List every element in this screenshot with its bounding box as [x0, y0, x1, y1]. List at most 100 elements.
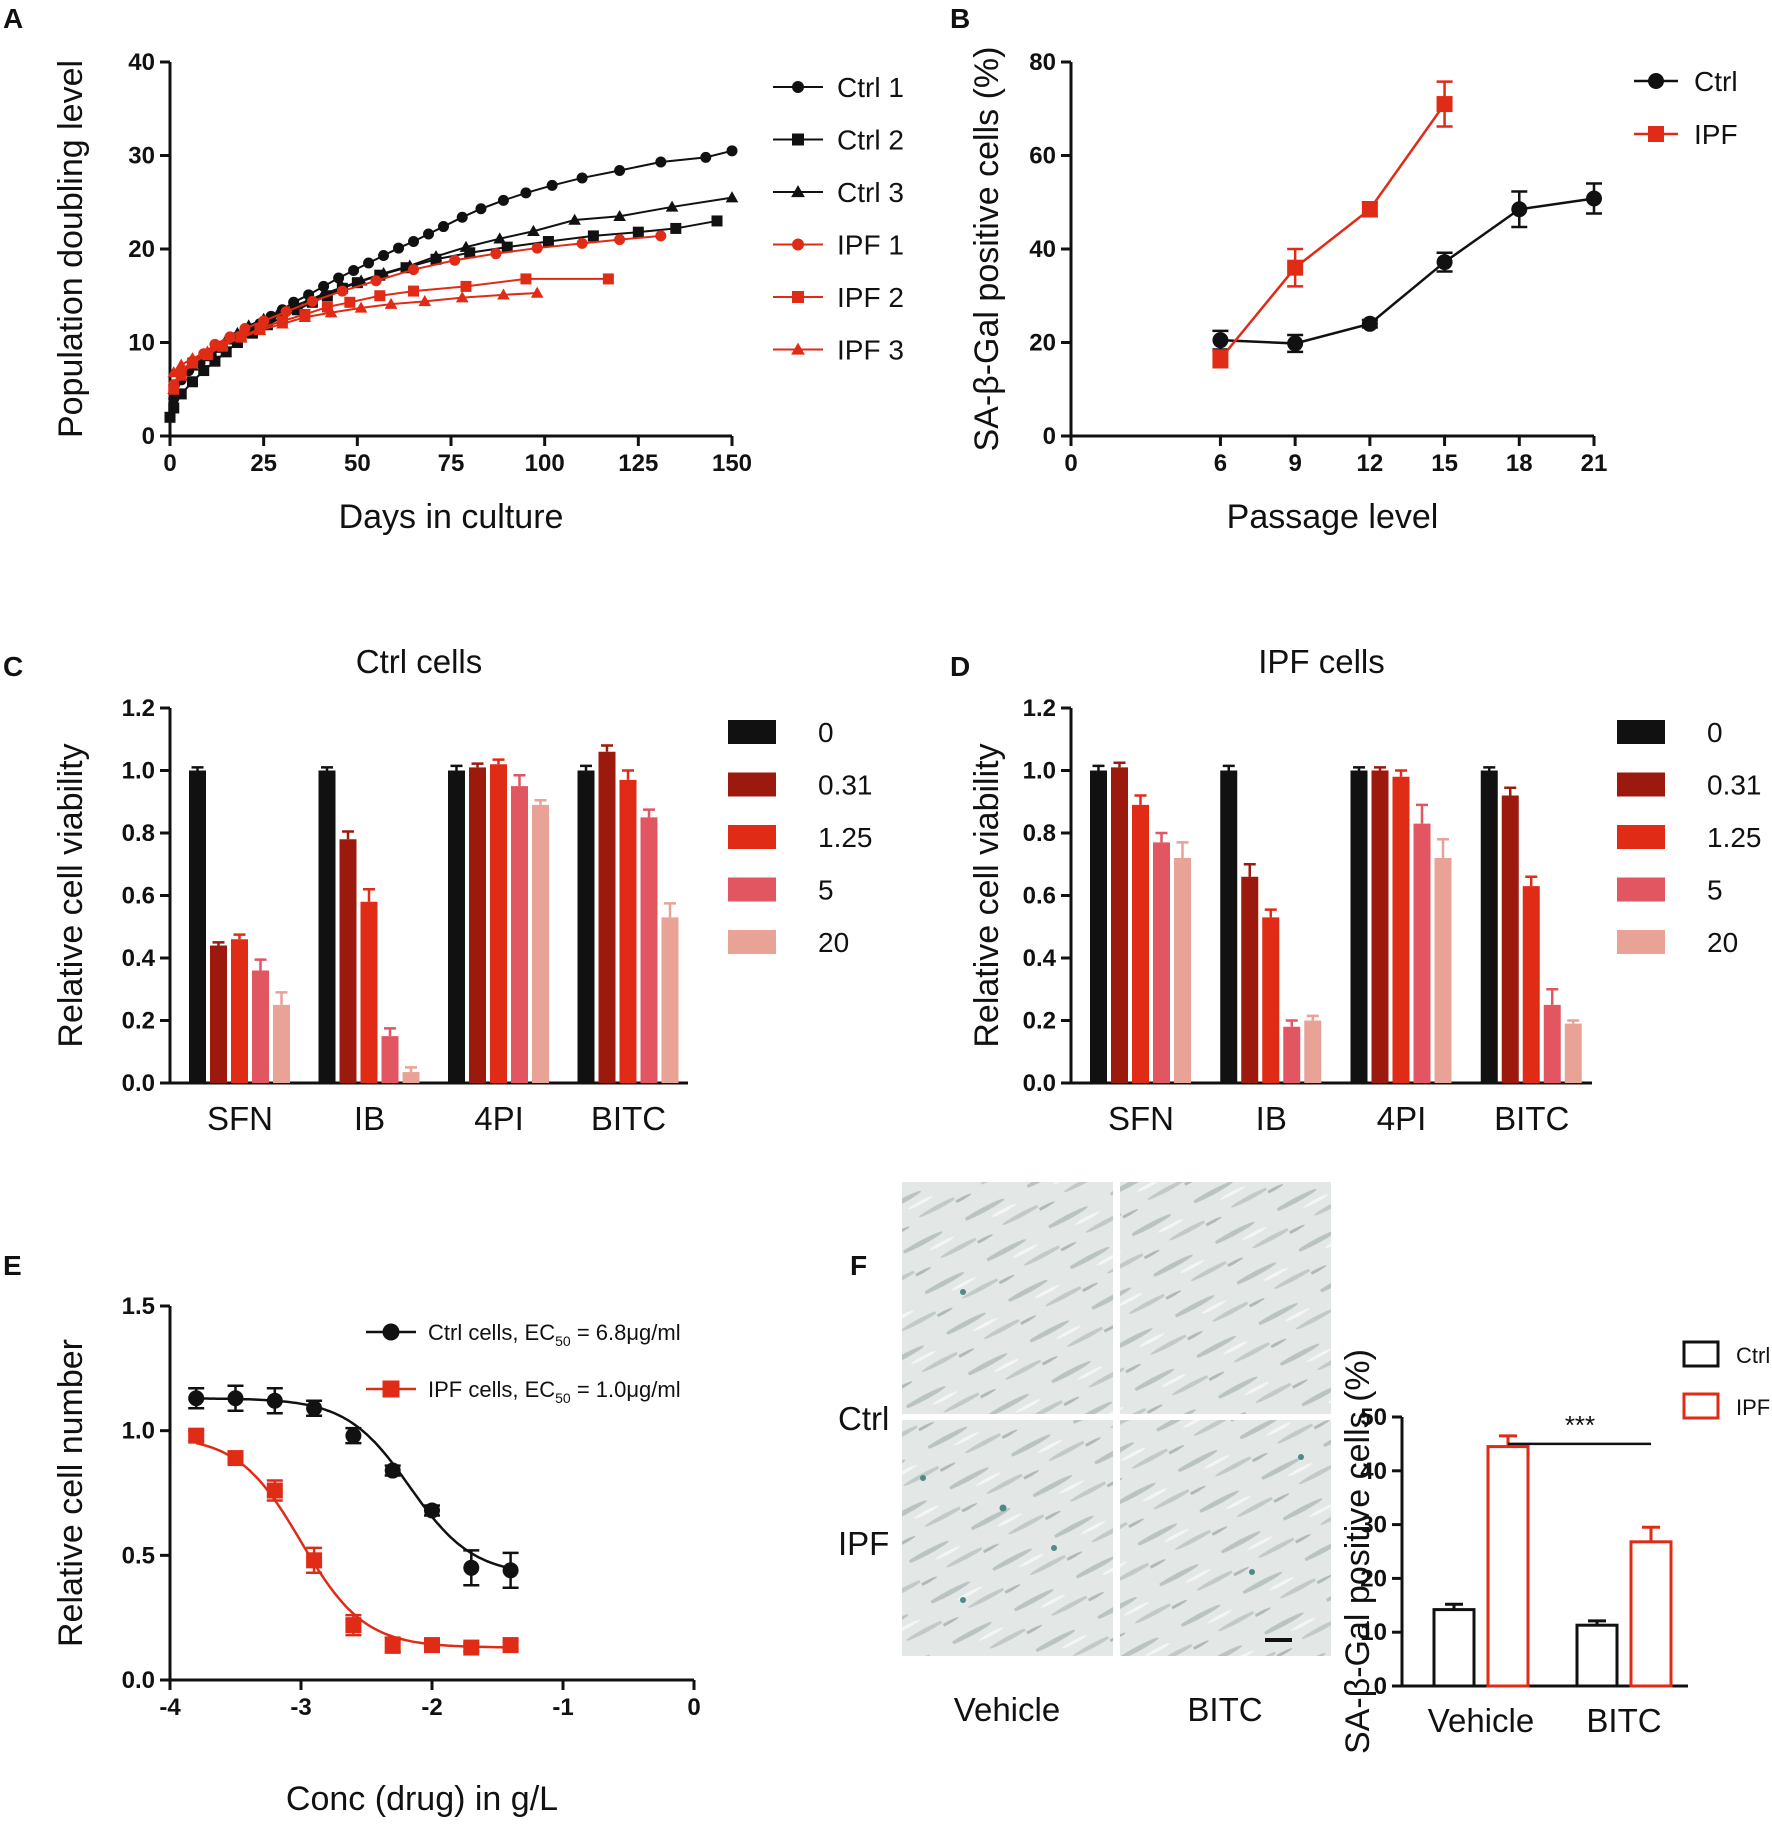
d-error-bar — [1416, 803, 1428, 824]
c-error-bar — [363, 888, 375, 902]
a-x-tick-label: 75 — [438, 450, 465, 477]
a-series-line-0 — [172, 149, 733, 399]
a-point — [429, 250, 443, 262]
d-bar — [1090, 770, 1107, 1083]
c-legend-swatch-2 — [728, 825, 776, 849]
a-x-tick-label: 50 — [344, 450, 371, 477]
a-point — [378, 250, 390, 262]
a-point — [456, 211, 468, 223]
c-error-bar — [664, 902, 676, 918]
c-y-tick-label: 0.6 — [122, 883, 155, 910]
a-y-tick-label: 40 — [128, 49, 155, 76]
d-error-bar — [1483, 766, 1496, 771]
b-point — [1436, 254, 1453, 271]
a-point — [175, 388, 187, 400]
d-legend-swatch-0 — [1617, 720, 1665, 744]
c-error-bar — [622, 769, 634, 780]
a-point — [520, 187, 532, 199]
a-point — [670, 222, 682, 234]
b-point — [1361, 201, 1378, 218]
f-error-bar — [1642, 1525, 1660, 1542]
d-bar — [1371, 770, 1389, 1083]
a-point — [542, 236, 554, 248]
c-y-tick-label: 1.2 — [122, 695, 155, 722]
d-error-bar — [1504, 786, 1517, 796]
d-error-bar — [1306, 1014, 1319, 1021]
f-legend-swatch-0 — [1682, 1340, 1720, 1368]
d-bar — [1480, 770, 1498, 1083]
b-point — [1586, 190, 1602, 207]
a-point — [614, 164, 626, 176]
a-legend-label-5: IPF 3 — [837, 335, 904, 366]
e-y-axis-label: Relative cell number — [52, 1339, 90, 1647]
b-x-tick-label: 21 — [1581, 450, 1608, 477]
f-category-label-1: BITC — [1586, 1702, 1661, 1739]
a-point — [408, 264, 420, 276]
c-category-label-0: SFN — [207, 1100, 273, 1137]
a-point — [501, 241, 513, 253]
a-point — [438, 221, 450, 233]
a-point — [602, 273, 614, 285]
a-point — [614, 234, 626, 246]
panel-d-ipf-viability: 0.0 0.2 0.4 0.6 0.8 1.0 1.2 Relative cell viabi… — [968, 643, 1762, 1137]
a-point — [239, 322, 251, 334]
a-point — [530, 286, 544, 298]
a-point — [632, 226, 644, 238]
c-bar — [402, 1072, 420, 1083]
b-legend-marker-1 — [1648, 126, 1664, 142]
panel-e-dose-response: 0.0 0.5 1.0 1.5 -4 -3 -2 -1 0 Relative cell numbe… — [52, 1293, 701, 1818]
a-point — [354, 274, 368, 286]
a-legend-label-0: Ctrl 1 — [837, 72, 904, 103]
a-point — [348, 265, 360, 277]
c-bar — [273, 1004, 290, 1083]
b-point — [1212, 332, 1229, 349]
a-point — [186, 376, 198, 388]
c-bar — [189, 770, 206, 1083]
d-error-bar — [1353, 766, 1365, 771]
c-legend-swatch-3 — [728, 877, 776, 902]
a-point — [377, 266, 390, 279]
c-legend-label-4: 20 — [818, 927, 849, 958]
d-bar — [1111, 767, 1128, 1083]
a-point — [711, 215, 723, 227]
a-point — [276, 317, 289, 329]
e-point — [424, 1637, 440, 1654]
c-y-tick-label: 0.8 — [122, 820, 155, 847]
a-x-axis-label: Days in culture — [339, 498, 564, 536]
a-legend-marker-0 — [792, 81, 804, 93]
a-point — [363, 257, 375, 269]
e-fit-curve-1 — [195, 1441, 511, 1649]
c-bar — [231, 939, 248, 1083]
e-point — [463, 1639, 480, 1656]
d-bar — [1174, 858, 1191, 1083]
d-error-bar — [1525, 875, 1538, 887]
f-y-tick-label: 50 — [1360, 1404, 1387, 1431]
d-bar — [1413, 823, 1431, 1083]
c-legend-swatch-0 — [728, 720, 776, 744]
panel-a-growth-curves: 0 10 20 30 40 0 25 50 75 100 125 150 Population doub… — [52, 49, 904, 536]
b-series-line-0 — [1220, 197, 1595, 345]
d-category-label-3: BITC — [1494, 1100, 1569, 1137]
a-point — [174, 358, 188, 370]
d-y-tick-label: 0.0 — [1023, 1070, 1056, 1097]
d-error-bar — [1395, 769, 1407, 777]
a-point — [344, 296, 356, 308]
a-y-tick-label: 0 — [142, 423, 155, 450]
a-y-tick-label: 10 — [128, 330, 155, 357]
e-legend-label-1: IPF cells, EC50 = 1.0μg/ml — [428, 1377, 681, 1406]
e-y-tick-label: 0.0 — [122, 1667, 155, 1694]
b-x-tick-label: 6 — [1214, 450, 1227, 477]
micrograph-ipf-vehicle — [902, 1420, 1113, 1656]
e-fit-curve-0 — [196, 1397, 511, 1570]
a-point — [576, 237, 588, 249]
b-point — [1511, 201, 1528, 218]
d-error-bar — [1134, 794, 1147, 805]
b-x-tick-label: 9 — [1288, 450, 1301, 477]
a-point — [393, 242, 405, 254]
c-bar — [511, 786, 528, 1083]
a-point — [224, 331, 236, 343]
a-point — [568, 213, 581, 225]
c-bar — [640, 817, 658, 1083]
e-legend-marker-0 — [382, 1323, 400, 1341]
c-legend-label-0: 0 — [818, 717, 834, 748]
